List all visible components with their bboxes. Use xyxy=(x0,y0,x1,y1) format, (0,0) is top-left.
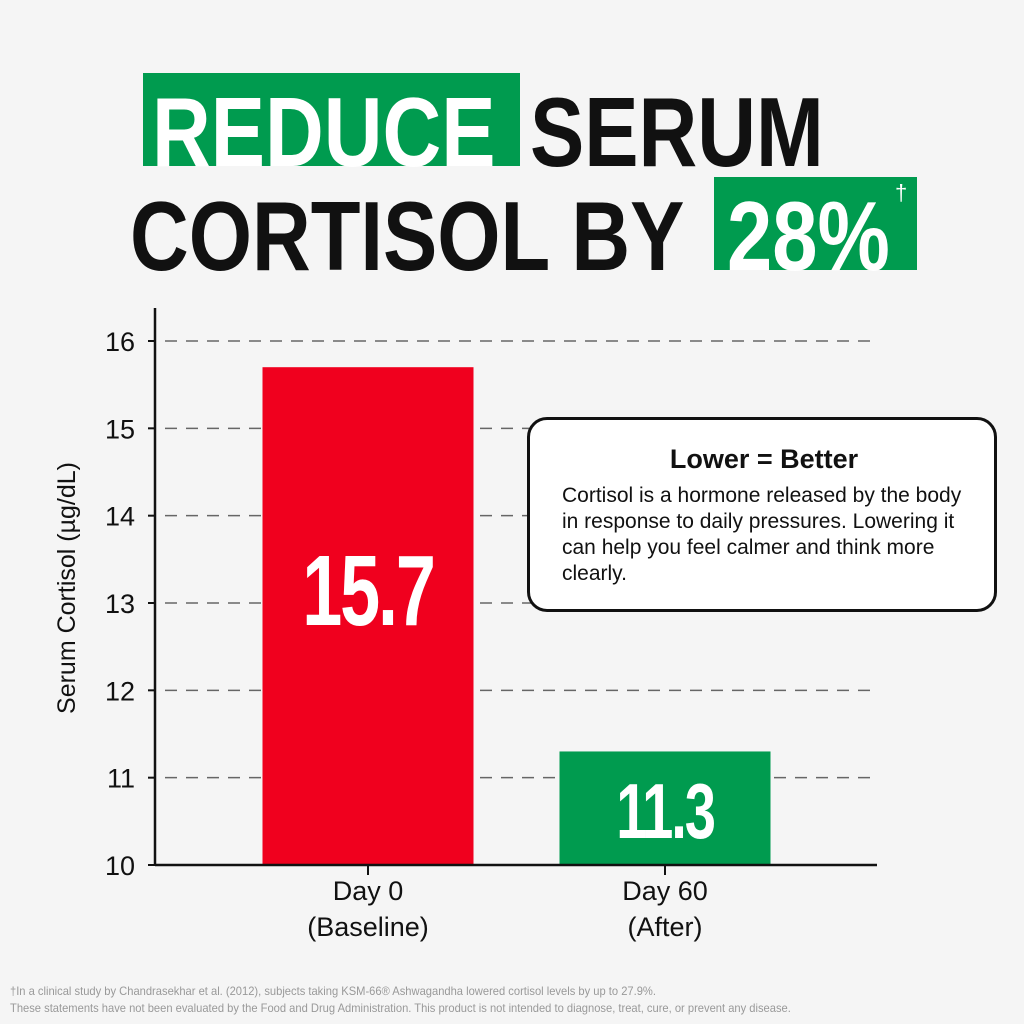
y-tick-label: 14 xyxy=(105,502,135,532)
x-tick-label: (Baseline) xyxy=(307,912,429,942)
y-tick-label: 15 xyxy=(105,414,135,444)
y-tick-label: 10 xyxy=(105,851,135,881)
callout-body: Cortisol is a hormone released by the bo… xyxy=(562,484,962,585)
footnote-study: †In a clinical study by Chandrasekhar et… xyxy=(10,984,656,998)
headline-highlight-box-2 xyxy=(714,177,917,270)
bar-data-label: 15.7 xyxy=(302,535,433,646)
headline-dagger: † xyxy=(895,180,908,205)
bar-data-label: 11.3 xyxy=(616,768,714,855)
callout-box: Lower = Better Cortisol is a hormone rel… xyxy=(527,417,997,612)
bar-0 xyxy=(262,367,474,865)
y-tick-label: 11 xyxy=(107,764,135,794)
y-axis-label: Serum Cortisol (µg/dL) xyxy=(53,462,81,714)
headline-highlight-reduce: REDUCE xyxy=(152,77,496,187)
y-tick-label: 16 xyxy=(105,327,135,357)
x-tick-label: Day 60 xyxy=(622,876,708,906)
y-tick-label: 13 xyxy=(105,589,135,619)
bar-1 xyxy=(559,751,771,865)
footnote-fda: These statements have not been evaluated… xyxy=(10,1001,791,1015)
x-tick-label: Day 0 xyxy=(333,876,404,906)
y-tick-label: 12 xyxy=(105,676,135,706)
callout-title: Lower = Better xyxy=(669,444,859,474)
headline-cortisol-by: CORTISOL BY xyxy=(130,181,685,291)
headline-percent: 28% xyxy=(727,181,890,291)
x-tick-label: (After) xyxy=(627,912,702,942)
headline-highlight-box-1 xyxy=(143,73,520,166)
headline-serum: SERUM xyxy=(530,77,824,187)
